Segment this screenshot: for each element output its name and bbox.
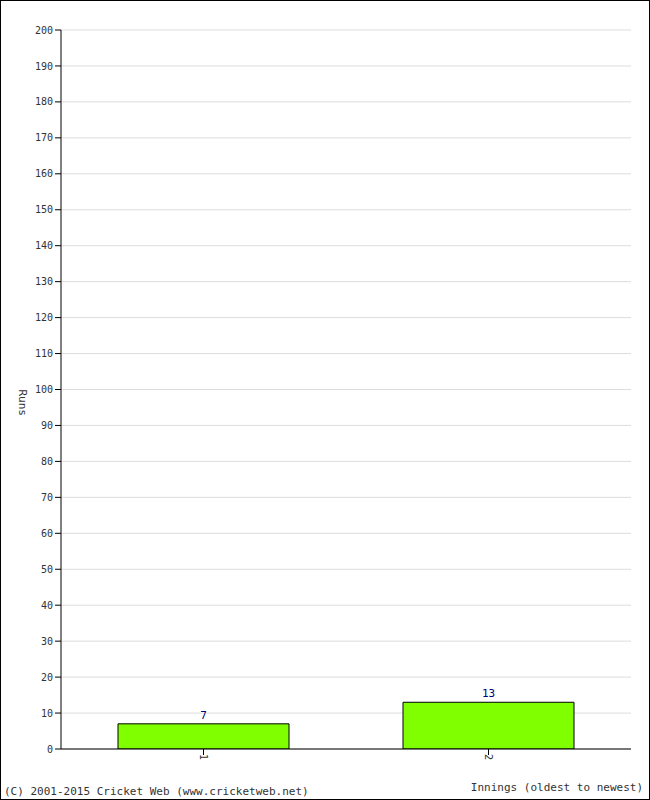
- svg-text:30: 30: [41, 636, 53, 647]
- svg-text:80: 80: [41, 456, 53, 467]
- svg-text:100: 100: [35, 384, 53, 395]
- svg-text:2: 2: [483, 754, 494, 760]
- svg-text:7: 7: [200, 709, 207, 722]
- svg-text:160: 160: [35, 168, 53, 179]
- svg-text:0: 0: [47, 744, 53, 755]
- svg-text:170: 170: [35, 132, 53, 143]
- svg-text:110: 110: [35, 348, 53, 359]
- svg-text:190: 190: [35, 61, 53, 72]
- svg-text:50: 50: [41, 564, 53, 575]
- svg-text:Innings (oldest to newest): Innings (oldest to newest): [471, 781, 642, 794]
- svg-text:150: 150: [35, 204, 53, 215]
- svg-text:1: 1: [198, 754, 209, 760]
- svg-text:120: 120: [35, 312, 53, 323]
- svg-text:130: 130: [35, 276, 53, 287]
- svg-text:200: 200: [35, 25, 53, 36]
- svg-text:70: 70: [41, 492, 53, 503]
- svg-text:20: 20: [41, 672, 53, 683]
- svg-text:13: 13: [482, 687, 495, 700]
- svg-text:40: 40: [41, 600, 53, 611]
- svg-text:10: 10: [41, 708, 53, 719]
- svg-text:Runs: Runs: [16, 390, 29, 417]
- svg-text:90: 90: [41, 420, 53, 431]
- svg-text:180: 180: [35, 96, 53, 107]
- svg-text:60: 60: [41, 528, 53, 539]
- html-text:(C) 2001-2015 Cricket Web (www: (C) 2001-2015 Cricket Web (www.cricketwe…: [4, 785, 309, 798]
- svg-text:140: 140: [35, 240, 53, 251]
